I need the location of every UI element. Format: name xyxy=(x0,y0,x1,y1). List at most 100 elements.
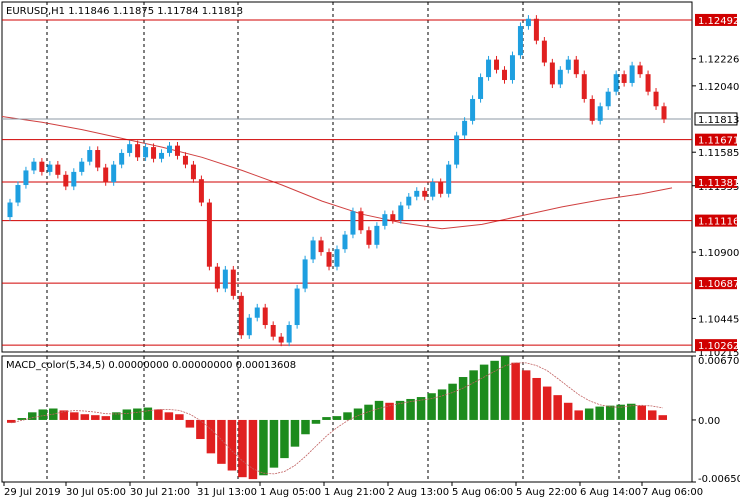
candle-body xyxy=(270,325,276,337)
candle-body xyxy=(151,147,157,159)
candle-body xyxy=(597,106,603,121)
candle-body xyxy=(143,147,149,158)
time-tick-label: 30 Jul 21:00 xyxy=(130,487,190,498)
macd-bar xyxy=(542,386,552,420)
candle-body xyxy=(198,179,204,203)
candle-body xyxy=(470,98,476,121)
candle-body xyxy=(135,144,141,158)
macd-bar xyxy=(385,402,394,420)
macd-bar xyxy=(101,416,111,420)
price-level-label: 1.11116 xyxy=(698,217,739,228)
macd-bar xyxy=(595,406,604,420)
macd-bar xyxy=(154,409,163,420)
candle-body xyxy=(462,120,468,136)
candle-body xyxy=(254,307,260,318)
candle-body xyxy=(637,65,643,75)
current-price-tag xyxy=(694,112,738,126)
price-level-label: 1.10262 xyxy=(698,341,739,352)
macd-bar xyxy=(185,419,195,428)
candle-body xyxy=(398,205,404,221)
candle-body xyxy=(645,74,651,92)
price-level-label: 1.11381 xyxy=(698,178,739,189)
macd-bar xyxy=(322,417,331,420)
candle-body xyxy=(262,307,268,326)
candle-body xyxy=(374,225,380,245)
candle-body xyxy=(119,152,125,165)
candle-body xyxy=(486,59,492,78)
macd-tick-label: 0.0067034 xyxy=(698,356,740,367)
time-tick-label: 6 Aug 14:00 xyxy=(580,487,641,498)
time-tick-label: 5 Aug 22:00 xyxy=(516,487,577,498)
macd-bar xyxy=(259,419,268,476)
macd-bar xyxy=(133,408,142,420)
time-tick-label: 30 Jul 05:00 xyxy=(66,487,126,498)
candle-body xyxy=(422,190,428,197)
price-tick-label: 1.12226 xyxy=(698,55,739,66)
macd-tick-label: -0.0065041 xyxy=(698,474,740,485)
macd-tick-label: 0.00 xyxy=(698,416,720,427)
price-level-tag xyxy=(695,214,737,227)
candle-body xyxy=(366,230,372,245)
candle-body xyxy=(541,40,547,63)
macd-bar xyxy=(122,409,132,420)
macd-bar xyxy=(290,419,300,447)
macd-bar xyxy=(353,408,363,420)
macd-histogram xyxy=(7,356,667,480)
macd-bar xyxy=(301,419,310,435)
candle-body xyxy=(358,211,364,231)
candle-body xyxy=(159,152,165,159)
macd-bar xyxy=(38,409,48,420)
macd-bar xyxy=(80,414,90,420)
candle-body xyxy=(63,174,69,187)
candle-body xyxy=(23,170,29,186)
candle-body xyxy=(621,74,627,83)
price-tick-label: 1.10445 xyxy=(698,314,739,325)
price-levels xyxy=(2,19,692,346)
candle-body xyxy=(446,164,452,194)
candle-body xyxy=(653,91,659,107)
candle-body xyxy=(39,161,45,172)
candle-body xyxy=(573,59,579,75)
macd-signal-line xyxy=(11,362,663,475)
macd-bar xyxy=(175,414,184,420)
candle-body xyxy=(589,98,595,121)
macd-bar xyxy=(448,383,457,420)
macd-bar xyxy=(500,356,510,420)
macd-bar xyxy=(238,419,247,478)
candle-body xyxy=(230,269,236,296)
price-level-tag xyxy=(695,339,737,352)
candle-body xyxy=(382,214,388,226)
time-tick-label: 5 Aug 06:00 xyxy=(452,487,513,498)
candle-body xyxy=(661,106,667,120)
candle-body xyxy=(174,145,180,156)
candle-body xyxy=(406,196,412,206)
macd-bar xyxy=(17,418,27,420)
candle-body xyxy=(581,74,587,99)
candle-body xyxy=(31,161,37,171)
candle-body xyxy=(15,185,21,203)
macd-bar xyxy=(626,403,636,420)
macd-bar xyxy=(164,412,174,420)
candle-body xyxy=(454,135,460,165)
candle-body xyxy=(286,325,292,343)
macd-bar xyxy=(427,393,436,420)
candle-body xyxy=(501,69,507,81)
macd-bar xyxy=(584,408,594,420)
macd-bar xyxy=(616,404,625,420)
price-level-tag xyxy=(695,133,737,146)
macd-bar xyxy=(248,419,258,480)
macd-bar xyxy=(574,410,583,420)
price-level-label: 1.12492 xyxy=(698,16,739,27)
macd-bar xyxy=(647,410,657,420)
macd-bar xyxy=(658,415,667,420)
candle-body xyxy=(222,269,228,289)
current-price-label: 1.11813 xyxy=(698,115,739,126)
macd-bar xyxy=(227,419,237,471)
macd-bar xyxy=(479,364,489,420)
candle-body xyxy=(350,211,356,235)
moving-average-polyline xyxy=(1,116,673,230)
macd-bar xyxy=(206,419,216,454)
time-tick-label: 29 Jul 2019 xyxy=(4,487,61,498)
